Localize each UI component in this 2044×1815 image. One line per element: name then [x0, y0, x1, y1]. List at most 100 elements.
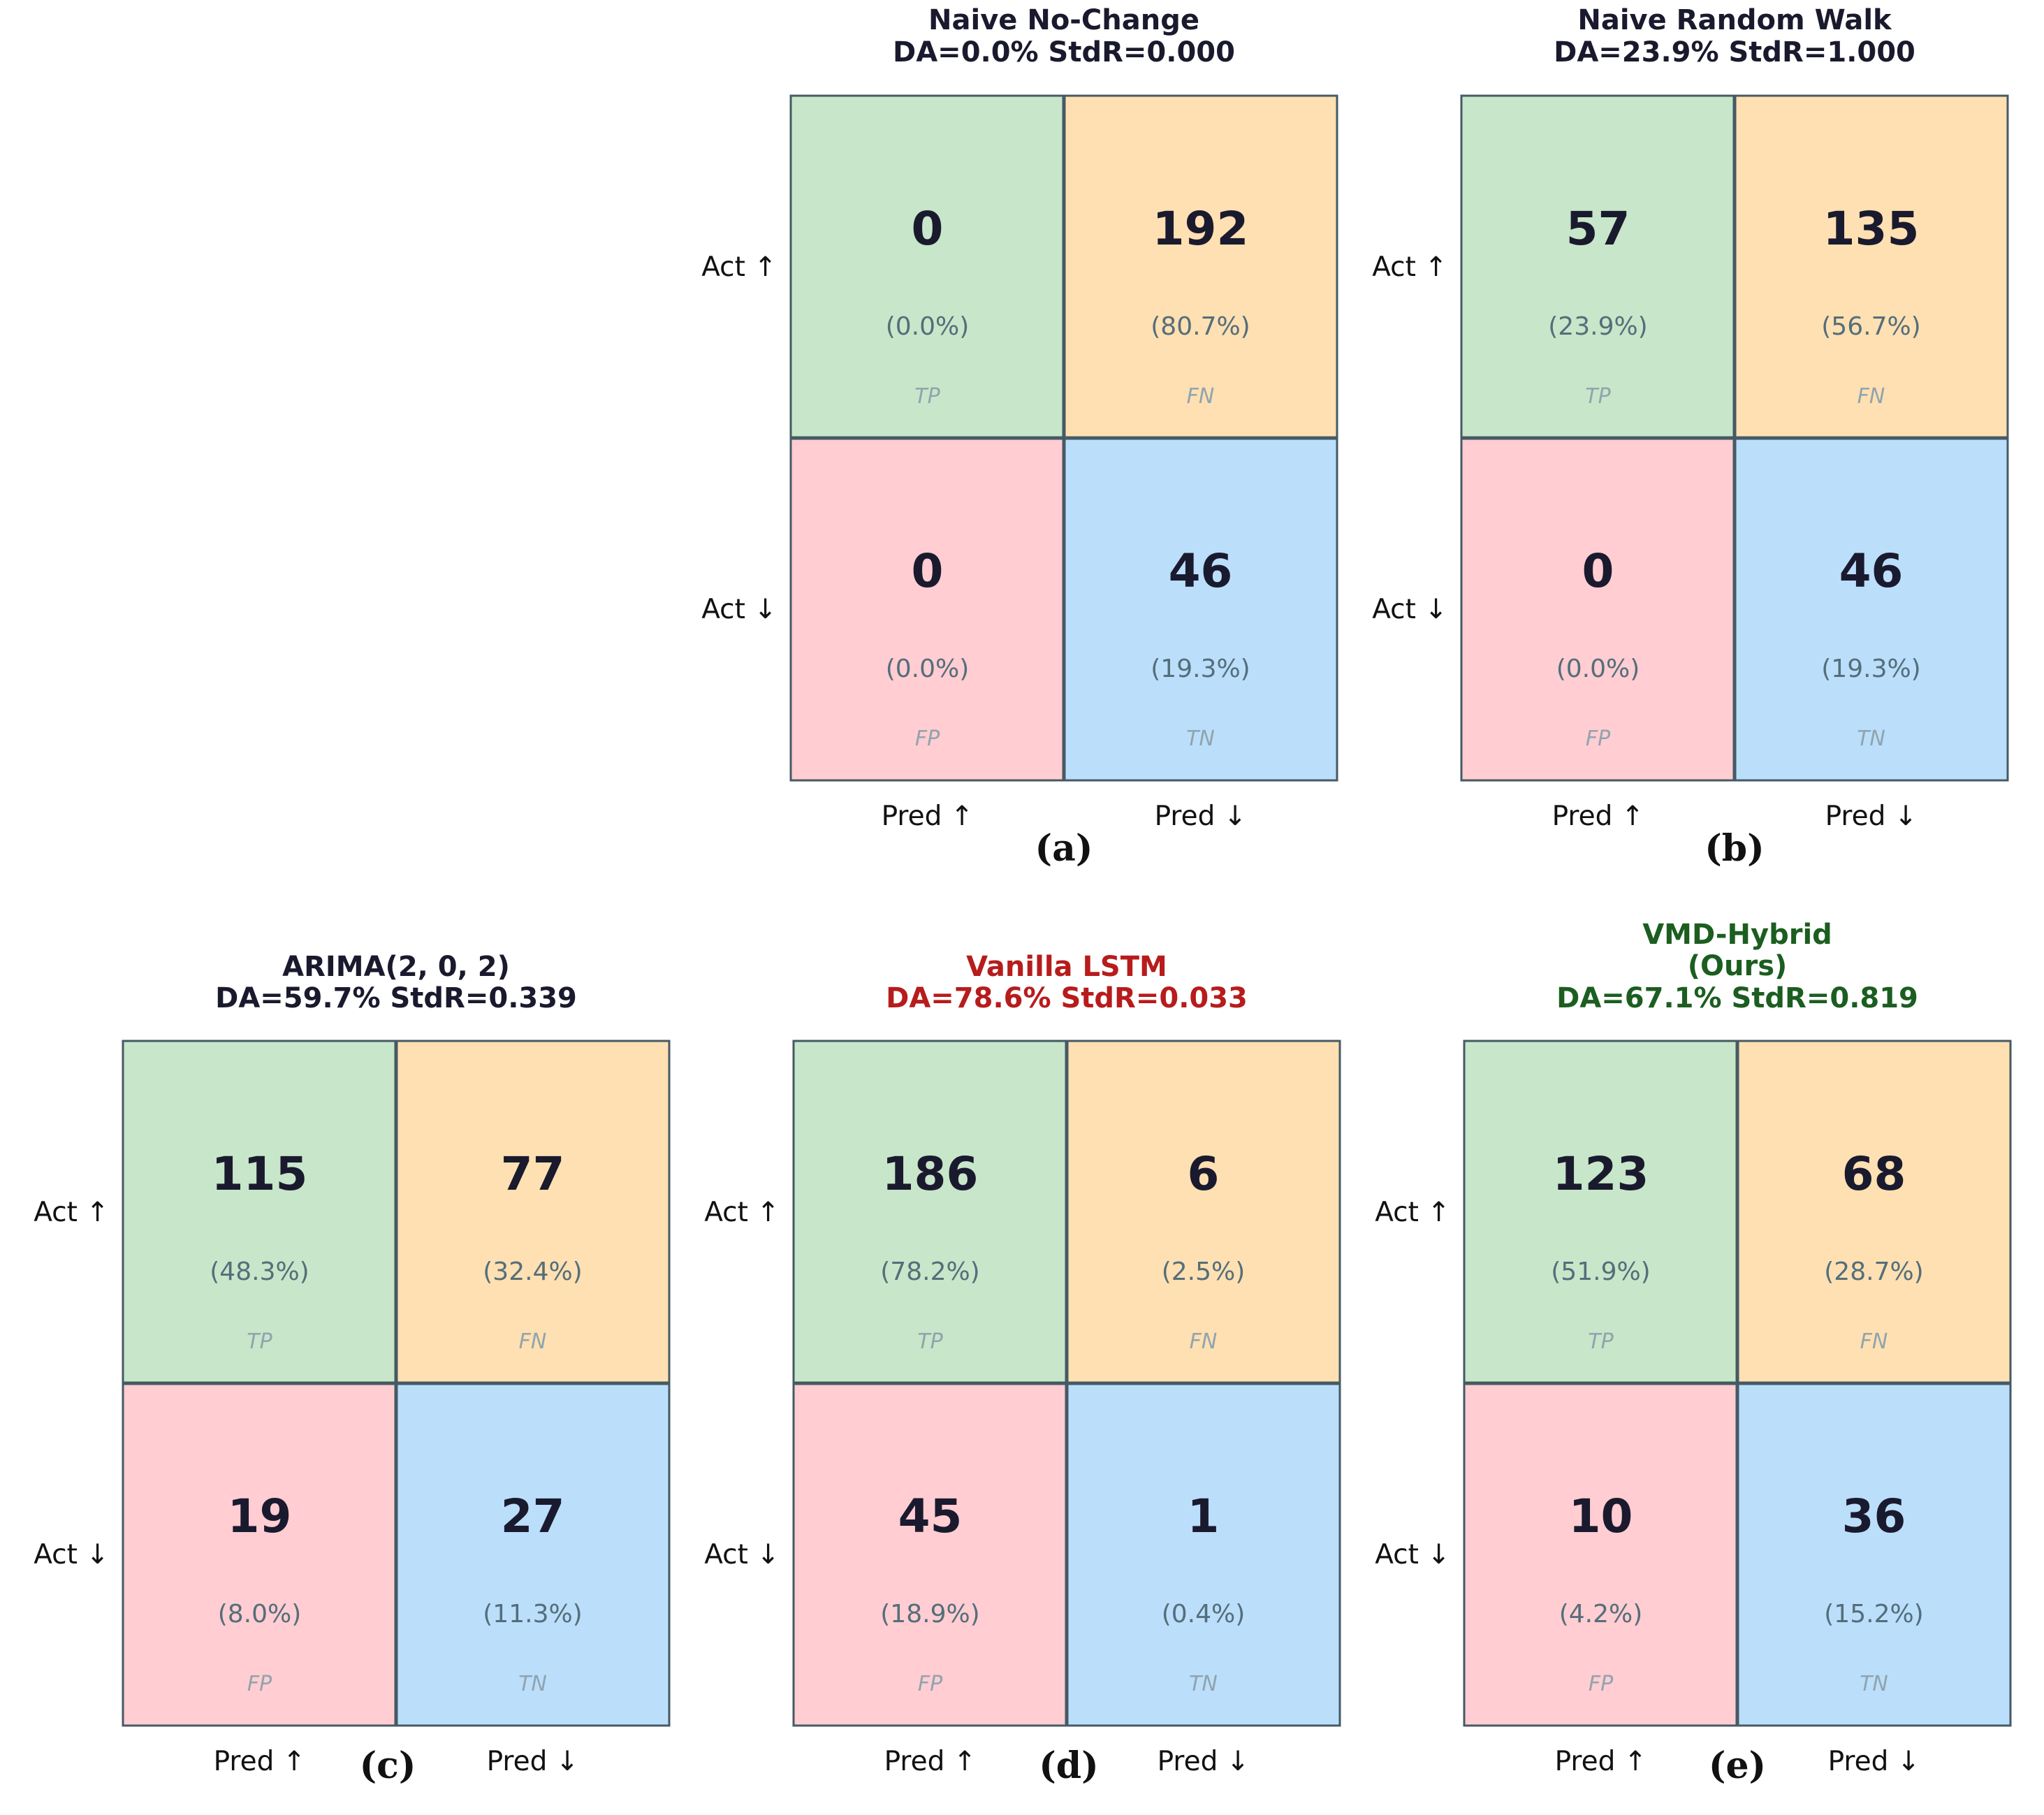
cell-percentage: (0.0%): [886, 655, 970, 683]
cell-percentage: (4.2%): [1559, 1600, 1643, 1628]
cell-percentage: (56.7%): [1821, 312, 1920, 341]
cell-tag: FP: [1589, 1672, 1614, 1696]
cell-fp: [1464, 1383, 1737, 1726]
row-label: Act ↓: [1372, 594, 1447, 625]
cell-count: 6: [1188, 1147, 1220, 1201]
row-label: Act ↓: [34, 1539, 109, 1570]
row-label: Act ↑: [1375, 1197, 1450, 1228]
cell-tag: FN: [519, 1329, 547, 1354]
cell-tp: [1461, 96, 1735, 438]
cell-percentage: (18.9%): [880, 1600, 979, 1628]
cell-count: 10: [1569, 1489, 1633, 1543]
cell-count: 123: [1553, 1147, 1649, 1201]
cell-percentage: (51.9%): [1551, 1258, 1650, 1286]
cell-count: 19: [228, 1489, 292, 1543]
cell-count: 77: [501, 1147, 565, 1201]
cell-percentage: (19.3%): [1821, 655, 1920, 683]
cell-count: 27: [501, 1489, 565, 1543]
cell-percentage: (0.4%): [1162, 1600, 1246, 1628]
row-label: Act ↑: [1372, 252, 1447, 283]
cell-tag: FN: [1187, 384, 1215, 409]
cell-tag: FN: [1190, 1329, 1218, 1354]
cell-percentage: (28.7%): [1824, 1258, 1923, 1286]
cell-count: 0: [912, 544, 944, 598]
row-label: Act ↓: [1375, 1539, 1450, 1570]
row-label: Act ↑: [701, 252, 777, 283]
panel-title-model: VMD-Hybrid: [1642, 919, 1832, 951]
cell-count: 57: [1566, 202, 1630, 256]
cell-tag: TP: [914, 384, 940, 409]
cell-fn: [1064, 96, 1337, 438]
column-label: Pred ↑: [214, 1746, 306, 1777]
column-label: Pred ↑: [884, 1746, 977, 1777]
panel-title-model: (Ours): [1688, 950, 1788, 982]
cell-fp: [794, 1383, 1067, 1726]
panel-title-metrics: DA=59.7% StdR=0.339: [215, 982, 577, 1014]
column-label: Pred ↓: [1155, 801, 1247, 832]
cell-tag: TP: [1588, 1329, 1614, 1354]
cell-tag: TN: [1857, 727, 1885, 751]
cell-count: 45: [898, 1489, 963, 1543]
cell-count: 46: [1169, 544, 1233, 598]
panel-title-model: ARIMA(2, 0, 2): [282, 951, 510, 983]
cell-tag: FP: [915, 727, 940, 751]
column-label: Pred ↓: [1158, 1746, 1250, 1777]
cell-percentage: (2.5%): [1162, 1258, 1246, 1286]
cell-tag: FP: [918, 1672, 943, 1696]
column-label: Pred ↓: [1825, 801, 1918, 832]
column-label: Pred ↓: [1828, 1746, 1920, 1777]
cell-fn: [1067, 1041, 1340, 1383]
cell-tag: TN: [1189, 1672, 1218, 1696]
cell-tag: FP: [1586, 727, 1611, 751]
panel-title-metrics: DA=23.9% StdR=1.000: [1554, 36, 1915, 68]
cell-tag: FP: [247, 1672, 272, 1696]
cell-fp: [123, 1383, 396, 1726]
cell-percentage: (0.0%): [886, 312, 970, 341]
cell-tag: TN: [1860, 1672, 1888, 1696]
cell-percentage: (23.9%): [1548, 312, 1647, 341]
cell-count: 36: [1842, 1489, 1906, 1543]
cell-tn: [396, 1383, 669, 1726]
row-label: Act ↓: [704, 1539, 780, 1570]
cell-tag: TN: [1186, 727, 1215, 751]
cell-tn: [1735, 438, 2008, 780]
cell-tag: FN: [1860, 1329, 1888, 1354]
row-label: Act ↑: [704, 1197, 780, 1228]
column-label: Pred ↑: [1552, 801, 1644, 832]
panel-label: (e): [1709, 1744, 1766, 1787]
cell-count: 135: [1823, 202, 1920, 256]
cell-tp: [791, 96, 1064, 438]
cell-percentage: (15.2%): [1824, 1600, 1923, 1628]
cell-percentage: (78.2%): [880, 1258, 979, 1286]
row-label: Act ↑: [34, 1197, 109, 1228]
cell-count: 1: [1188, 1489, 1220, 1543]
cell-count: 186: [882, 1147, 979, 1201]
cell-tag: TP: [1585, 384, 1611, 409]
cell-percentage: (0.0%): [1556, 655, 1640, 683]
cell-fn: [396, 1041, 669, 1383]
cell-percentage: (19.3%): [1151, 655, 1250, 683]
cell-fn: [1735, 96, 2008, 438]
cell-tp: [123, 1041, 396, 1383]
panel-title-metrics: DA=67.1% StdR=0.819: [1556, 982, 1918, 1014]
column-label: Pred ↑: [1555, 1746, 1647, 1777]
column-label: Pred ↓: [487, 1746, 579, 1777]
panel-title-model: Naive Random Walk: [1577, 4, 1892, 36]
cell-tag: TP: [247, 1329, 272, 1354]
cell-tag: TN: [518, 1672, 547, 1696]
panel-label: (d): [1039, 1744, 1099, 1787]
cell-fn: [1737, 1041, 2010, 1383]
cell-tag: TP: [917, 1329, 943, 1354]
cell-percentage: (48.3%): [210, 1258, 309, 1286]
cell-count: 192: [1153, 202, 1249, 256]
cell-count: 0: [1582, 544, 1614, 598]
cell-percentage: (11.3%): [483, 1600, 582, 1628]
row-label: Act ↓: [701, 594, 777, 625]
cell-tn: [1737, 1383, 2010, 1726]
cell-count: 115: [212, 1147, 308, 1201]
cell-percentage: (80.7%): [1151, 312, 1250, 341]
panel-label: (a): [1035, 827, 1093, 870]
cell-tag: FN: [1857, 384, 1885, 409]
cell-tn: [1067, 1383, 1340, 1726]
panel-title-metrics: DA=78.6% StdR=0.033: [886, 982, 1248, 1014]
